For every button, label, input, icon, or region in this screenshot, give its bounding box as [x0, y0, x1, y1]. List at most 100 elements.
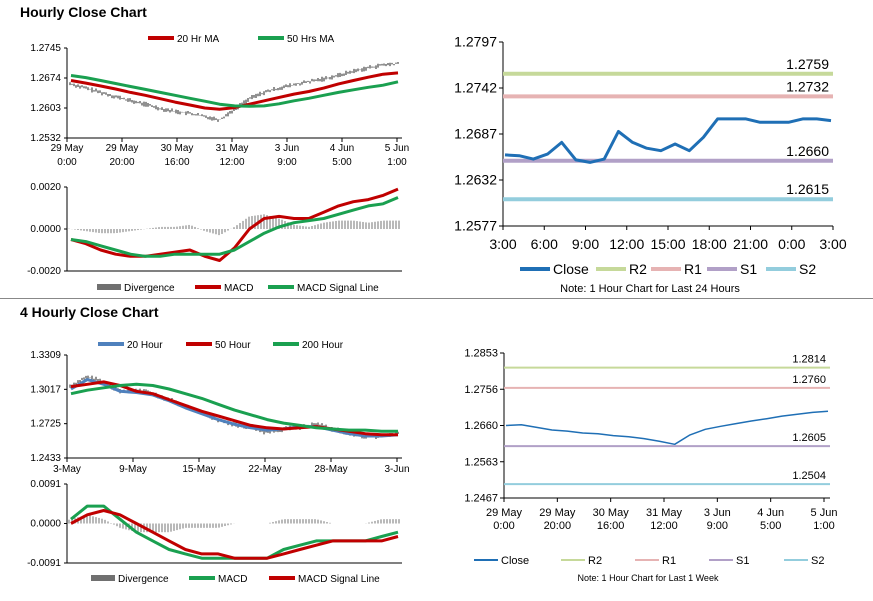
hourly_price-ytick-label: 1.2532 [30, 133, 61, 144]
hourly_pivot-level-label-r2: 1.2759 [786, 56, 829, 72]
hourly_pivot-ytick-label: 1.2742 [454, 80, 497, 96]
hourly_macd-ytick-label: 0.0020 [30, 182, 61, 193]
hourly-macd-legend-divergence-label: Divergence [124, 283, 175, 294]
4hourly_pivot-ytick-label: 1.2756 [464, 384, 498, 396]
hourly_pivot-close-line [504, 117, 832, 164]
4hourly-macd-legend-divergence-swatch [91, 575, 115, 581]
4hourly_pivot-level-label-s2: 1.2504 [792, 470, 826, 482]
hourly-xtick-time: 1:00 [387, 157, 407, 168]
4hourly-pivot-legend-label-s2: S2 [811, 555, 824, 567]
hourly-pivot-legend-label-s2: S2 [799, 261, 816, 277]
hourly_pivot-ytick-label: 1.2577 [454, 218, 497, 234]
4hourly_macd-series-macd-signal-line [70, 509, 399, 560]
4hourly-macd-legend-signal-label: MACD Signal Line [298, 574, 380, 585]
hourly_macd-series-macd [70, 187, 399, 262]
hourly_price-series-50-hrs-ma [70, 74, 399, 108]
hourly-legend-0-label: 20 Hr MA [177, 34, 220, 45]
4hourly_pivot-ytick-label: 1.2467 [464, 493, 498, 505]
hourly-pivot-xtick-label: 0:00 [778, 236, 805, 252]
hourly-pivot-xtick-label: 3:00 [489, 236, 516, 252]
4hourly_pivot-ytick-label: 1.2563 [464, 456, 498, 468]
4hourly-pivot-legend-label-s1: S1 [736, 555, 749, 567]
4hourly_pivot-ytick-label: 1.2853 [464, 348, 498, 360]
hourly_pivot-ytick-label: 1.2632 [454, 172, 497, 188]
4hourly-pivot-xtick-time: 9:00 [707, 520, 728, 532]
hourly-legend-1-label: 50 Hrs MA [287, 34, 335, 45]
4hourly_pivot-level-label-s1: 1.2605 [792, 432, 826, 444]
hourly_price-ytick-label: 1.2745 [30, 43, 61, 54]
4hourly-pivot-xtick-date: 5 Jun [811, 507, 838, 519]
hourly-xtick-time: 9:00 [277, 157, 297, 168]
4hourly_macd-ytick-label: 0.0000 [30, 519, 61, 530]
hourly-macd-legend-divergence-swatch [97, 284, 121, 290]
section-title-4hourly: 4 Hourly Close Chart [20, 304, 159, 320]
4hourly-pivot-note: Note: 1 Hour Chart for Last 1 Week [578, 573, 719, 583]
4hourly-xtick-label: 9-May [119, 464, 147, 475]
hourly-xtick-time: 16:00 [164, 157, 189, 168]
4hourly-pivot-xtick-date: 29 May [539, 507, 576, 519]
4hourly-xtick-label: 15-May [182, 464, 215, 475]
hourly-macd-legend-signal-label: MACD Signal Line [297, 283, 379, 294]
hourly-xtick-date: 31 May [216, 143, 249, 154]
hourly_macd-series-macd-signal-line [70, 196, 399, 258]
4hourly-pivot-legend-label-close: Close [501, 555, 529, 567]
4hourly-legend-1-label: 50 Hour [215, 340, 251, 351]
4hourly_pivot-ytick-label: 1.2660 [464, 420, 498, 432]
4hourly-pivot-xtick-time: 16:00 [597, 520, 625, 532]
4hourly-xtick-label: 22-May [248, 464, 281, 475]
4hourly-xtick-label: 28-May [314, 464, 347, 475]
hourly-xtick-time: 0:00 [57, 157, 77, 168]
hourly_macd-ytick-label: -0.0020 [27, 266, 61, 277]
4hourly_price-series-200-hour [70, 382, 398, 433]
4hourly-pivot-xtick-date: 29 May [486, 507, 523, 519]
hourly-xtick-time: 20:00 [109, 157, 134, 168]
4hourly-pivot-legend-label-r2: R2 [588, 555, 602, 567]
4hourly-legend-2-label: 200 Hour [302, 340, 344, 351]
hourly-xtick-time: 5:00 [332, 157, 352, 168]
hourly_macd-ytick-label: 0.0000 [30, 224, 61, 235]
4hourly-pivot-legend-label-r1: R1 [662, 555, 676, 567]
hourly_pivot-ytick-label: 1.2797 [454, 34, 497, 50]
section-divider [0, 298, 873, 299]
hourly-xtick-date: 30 May [161, 143, 194, 154]
hourly-pivot-note: Note: 1 Hour Chart for Last 24 Hours [560, 283, 740, 295]
hourly-xtick-date: 3 Jun [275, 143, 299, 154]
4hourly_macd-ytick-label: -0.0091 [27, 558, 61, 569]
4hourly_price-ytick-label: 1.3309 [30, 350, 61, 361]
hourly_pivot-level-label-s2: 1.2615 [786, 181, 829, 197]
4hourly-pivot-xtick-time: 12:00 [650, 520, 678, 532]
hourly-pivot-xtick-label: 9:00 [572, 236, 599, 252]
hourly_pivot-level-label-r1: 1.2732 [786, 78, 829, 94]
4hourly-pivot-xtick-time: 0:00 [493, 520, 514, 532]
hourly-pivot-xtick-label: 18:00 [692, 236, 727, 252]
hourly_price-series-20-hr-ma [70, 71, 399, 111]
hourly-pivot-xtick-label: 12:00 [609, 236, 644, 252]
hourly-pivot-legend-label-s1: S1 [740, 261, 757, 277]
4hourly-macd-legend-divergence-label: Divergence [118, 574, 169, 585]
hourly_pivot-ytick-label: 1.2687 [454, 126, 497, 142]
4hourly-xtick-label: 3-Jun [384, 464, 409, 475]
hourly-xtick-time: 12:00 [219, 157, 244, 168]
4hourly_price-series-20-hour [70, 378, 399, 438]
4hourly_pivot-close-line [505, 410, 829, 446]
4hourly_pivot-level-label-r2: 1.2814 [792, 354, 826, 366]
hourly_price-ytick-label: 1.2603 [30, 103, 61, 114]
4hourly-macd-legend-macd-label: MACD [218, 574, 247, 585]
hourly-xtick-date: 29 May [106, 143, 139, 154]
section-title-hourly: Hourly Close Chart [20, 4, 147, 20]
4hourly_pivot-level-label-r1: 1.2760 [792, 374, 826, 386]
hourly-xtick-date: 5 Jun [385, 143, 409, 154]
4hourly-pivot-xtick-date: 3 Jun [704, 507, 731, 519]
hourly-pivot-legend-label-r1: R1 [684, 261, 702, 277]
4hourly-xtick-label: 3-May [53, 464, 81, 475]
4hourly_macd-ytick-label: 0.0091 [30, 479, 61, 490]
4hourly-pivot-xtick-date: 4 Jun [757, 507, 784, 519]
hourly-pivot-xtick-label: 15:00 [650, 236, 685, 252]
hourly-macd-legend-macd-label: MACD [224, 283, 253, 294]
hourly-pivot-xtick-label: 6:00 [531, 236, 558, 252]
4hourly-pivot-xtick-time: 5:00 [760, 520, 781, 532]
hourly-pivot-xtick-label: 3:00 [819, 236, 846, 252]
4hourly-legend-0-label: 20 Hour [127, 340, 163, 351]
4hourly-pivot-xtick-date: 31 May [646, 507, 683, 519]
